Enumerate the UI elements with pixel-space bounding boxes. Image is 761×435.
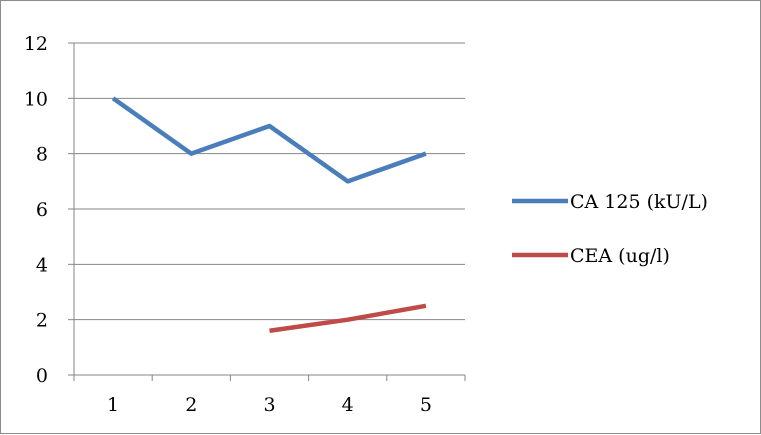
x-tick-label: 2: [185, 394, 197, 416]
y-tick-label: 12: [24, 33, 48, 55]
y-tick-label: 2: [36, 310, 48, 332]
y-tick-label: 6: [36, 199, 48, 221]
series-line-0: [111, 96, 427, 184]
y-tick-label: 0: [36, 365, 48, 387]
x-tick-label: 1: [107, 394, 119, 416]
y-tick-label: 8: [36, 144, 48, 166]
y-tick-label: 4: [36, 254, 48, 276]
series-lines: [111, 96, 427, 333]
x-tick-label: 3: [263, 394, 275, 416]
series-line-1: [269, 303, 427, 333]
y-tick-label: 10: [24, 88, 48, 110]
legend: CA 125 (kU/L) CEA (ug/l): [512, 191, 708, 267]
legend-label-1: CEA (ug/l): [570, 245, 670, 267]
gridlines: [74, 42, 465, 321]
legend-label-0: CA 125 (kU/L): [570, 191, 708, 213]
x-tick-label: 4: [342, 394, 354, 416]
x-tick-label: 5: [420, 394, 432, 416]
